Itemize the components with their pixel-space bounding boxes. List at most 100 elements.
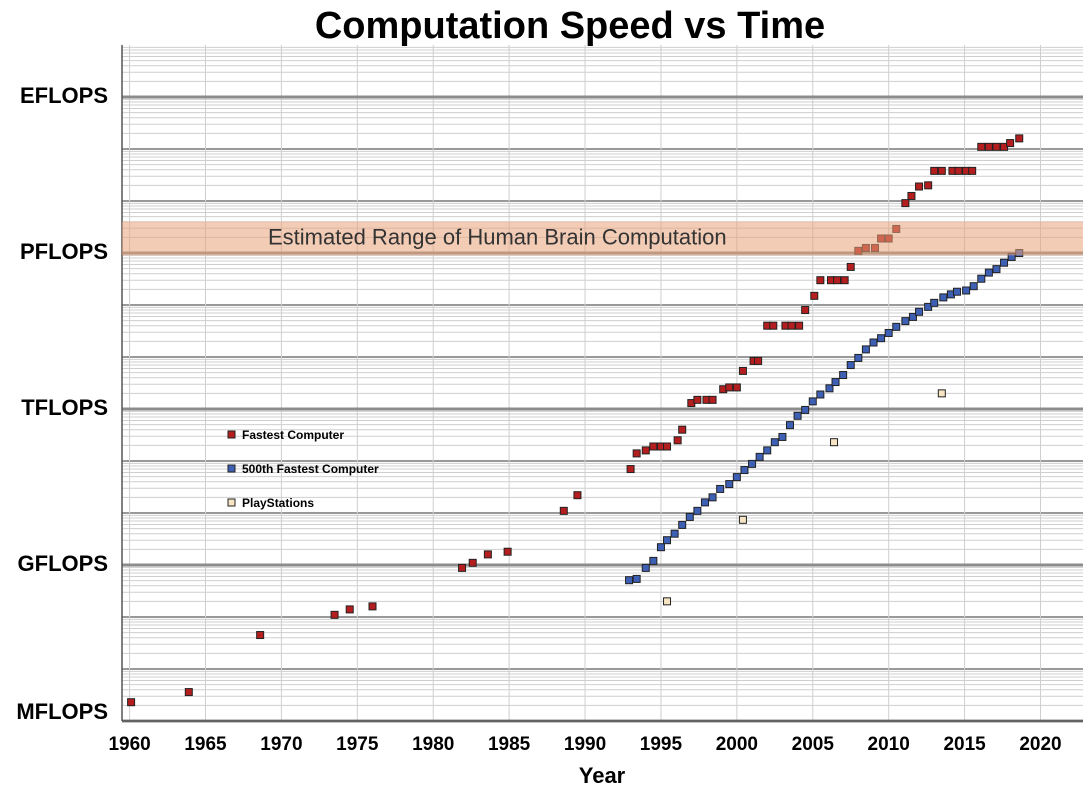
point (716, 484, 725, 493)
point (725, 480, 734, 489)
point (732, 383, 741, 392)
point (962, 286, 971, 295)
point (930, 166, 939, 175)
point (127, 698, 136, 707)
point (458, 563, 467, 572)
legend-swatch (227, 430, 236, 439)
point (901, 317, 910, 326)
point (861, 345, 870, 354)
point (977, 142, 986, 151)
y-tick-label: PFLOPS (20, 239, 108, 264)
point (808, 397, 817, 406)
point (483, 550, 492, 559)
point (952, 287, 961, 296)
point (184, 688, 193, 697)
point (831, 378, 840, 387)
series (127, 134, 1024, 707)
point (992, 265, 1001, 274)
point (256, 631, 265, 640)
point (854, 353, 863, 362)
y-tick-label: TFLOPS (21, 395, 108, 420)
point (649, 556, 658, 565)
point (673, 436, 682, 445)
point (769, 321, 778, 330)
point (708, 395, 717, 404)
point (901, 199, 910, 208)
point (869, 338, 878, 347)
x-tick-label: 1960 (108, 734, 150, 755)
legend-swatch (227, 498, 236, 507)
point (663, 597, 672, 606)
point (700, 498, 709, 507)
point (755, 452, 764, 461)
point (816, 390, 825, 399)
point (632, 574, 641, 583)
point (732, 473, 741, 482)
point (825, 384, 834, 393)
legend-swatch (227, 464, 236, 473)
point (641, 446, 650, 455)
point (908, 312, 917, 321)
point (641, 563, 650, 572)
point (785, 421, 794, 430)
point (840, 276, 849, 285)
point (846, 262, 855, 271)
y-tick-label: EFLOPS (20, 83, 108, 108)
y-tick-label: GFLOPS (18, 551, 108, 576)
point (892, 322, 901, 331)
point (345, 605, 354, 614)
point (685, 512, 694, 521)
point (787, 321, 796, 330)
x-tick-label: 2010 (868, 734, 910, 755)
point (984, 268, 993, 277)
point (969, 282, 978, 291)
point (924, 302, 933, 311)
point (801, 405, 810, 414)
x-tick-label: 1980 (412, 734, 454, 755)
point (937, 389, 946, 398)
point (663, 536, 672, 545)
point (833, 276, 842, 285)
point (559, 506, 568, 515)
point (649, 442, 658, 451)
y-tick-label: MFLOPS (16, 699, 108, 724)
point (678, 425, 687, 434)
legend-label: Fastest Computer (242, 428, 344, 442)
point (770, 438, 779, 447)
x-tick-label: 2000 (716, 734, 758, 755)
point (907, 191, 916, 200)
series (663, 389, 946, 606)
chart-title: Computation Speed vs Time (315, 5, 825, 47)
point (846, 361, 855, 370)
series (625, 249, 1024, 585)
point (626, 465, 635, 474)
point (663, 442, 672, 451)
x-tick-label: 2020 (1019, 734, 1061, 755)
point (915, 182, 924, 191)
point (738, 366, 747, 375)
point (839, 371, 848, 380)
point (1015, 134, 1024, 143)
point (754, 356, 763, 365)
point (968, 166, 977, 175)
point (937, 166, 946, 175)
point (1006, 139, 1015, 148)
point (738, 515, 747, 524)
point (939, 293, 948, 302)
point (763, 446, 772, 455)
point (830, 438, 839, 447)
band (122, 221, 1083, 256)
legend-label: 500th Fastest Computer (242, 462, 379, 476)
point (708, 493, 717, 502)
point (924, 181, 933, 190)
point (468, 558, 477, 567)
point (884, 328, 893, 337)
point (778, 432, 787, 441)
point (368, 602, 377, 611)
band-label: Estimated Range of Human Brain Computati… (268, 224, 727, 249)
x-tick-label: 1990 (564, 734, 606, 755)
point (793, 411, 802, 420)
legend-label: PlayStations (242, 496, 314, 510)
point (670, 529, 679, 538)
